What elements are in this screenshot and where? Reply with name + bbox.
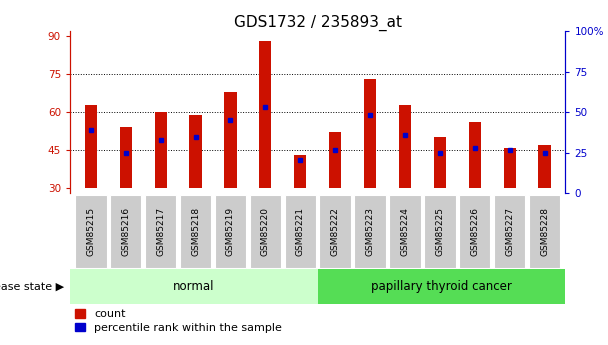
FancyBboxPatch shape [354,195,385,268]
FancyBboxPatch shape [389,195,421,268]
Bar [434,137,446,188]
Text: GSM85220: GSM85220 [261,207,270,256]
Text: GSM85217: GSM85217 [156,207,165,256]
FancyBboxPatch shape [215,195,246,268]
FancyBboxPatch shape [75,195,106,268]
Text: normal: normal [173,280,215,293]
Text: GSM85215: GSM85215 [86,207,95,256]
Text: GSM85221: GSM85221 [295,207,305,256]
Bar [259,41,271,188]
FancyBboxPatch shape [424,195,455,268]
Text: GSM85226: GSM85226 [470,207,479,256]
Bar [224,92,237,188]
Text: GSM85224: GSM85224 [401,207,409,256]
Text: GSM85225: GSM85225 [435,207,444,256]
Bar [294,155,306,188]
FancyBboxPatch shape [318,269,565,304]
FancyBboxPatch shape [180,195,211,268]
Text: papillary thyroid cancer: papillary thyroid cancer [371,280,512,293]
FancyBboxPatch shape [70,269,318,304]
FancyBboxPatch shape [319,195,351,268]
FancyBboxPatch shape [145,195,176,268]
FancyBboxPatch shape [494,195,525,268]
Text: GSM85216: GSM85216 [121,207,130,256]
FancyBboxPatch shape [285,195,316,268]
Text: GSM85218: GSM85218 [191,207,200,256]
Bar [539,145,551,188]
Text: GSM85222: GSM85222 [331,207,340,256]
FancyBboxPatch shape [250,195,281,268]
Title: GDS1732 / 235893_at: GDS1732 / 235893_at [233,15,402,31]
Bar [190,115,202,188]
FancyBboxPatch shape [529,195,560,268]
Text: GSM85219: GSM85219 [226,207,235,256]
Bar [154,112,167,188]
Text: GSM85227: GSM85227 [505,207,514,256]
Bar [503,148,516,188]
Legend: count, percentile rank within the sample: count, percentile rank within the sample [75,309,282,333]
FancyBboxPatch shape [459,195,491,268]
Bar [364,79,376,188]
FancyBboxPatch shape [110,195,142,268]
Bar [469,122,481,188]
Text: GSM85223: GSM85223 [365,207,375,256]
Text: disease state ▶: disease state ▶ [0,282,64,291]
Bar [120,127,132,188]
Bar [329,132,341,188]
Text: GSM85228: GSM85228 [540,207,549,256]
Bar [399,105,411,188]
Bar [85,105,97,188]
